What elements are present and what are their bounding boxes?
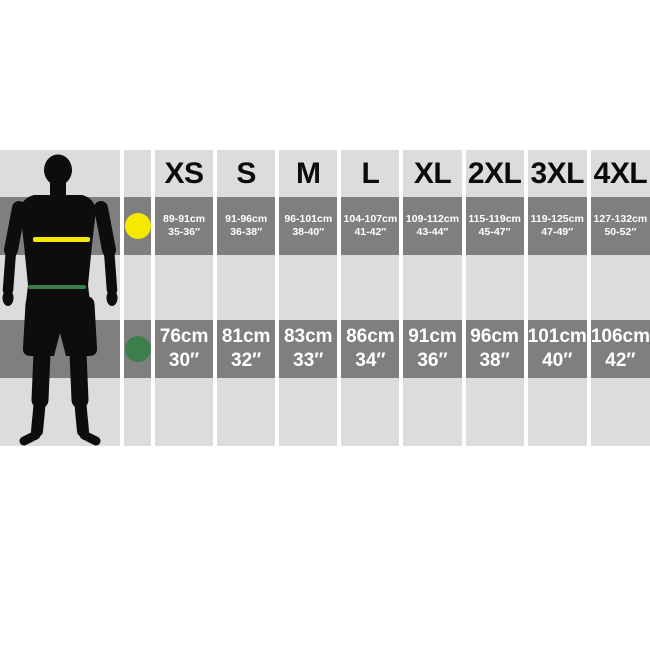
waist-value-cell-5: 96cm 38″ xyxy=(465,320,524,378)
waist-value-cell-3: 86cm 34″ xyxy=(341,320,400,378)
spacer-cell-5 xyxy=(465,255,524,320)
bottom-cell-3 xyxy=(341,378,400,446)
size-chart-table: XS 89-91cm 35-36″ 76cm 30″ S 91-96cm 36-38″ 81cm… xyxy=(0,150,650,446)
waist-measure-line xyxy=(28,285,86,289)
marker-column-bottom-cell xyxy=(124,378,151,446)
chest-cm-value: 127-132cm xyxy=(593,212,648,225)
waist-inch-value: 34″ xyxy=(355,350,386,371)
row-band-bottom xyxy=(0,378,120,446)
bottom-cell-1 xyxy=(217,378,276,446)
chest-value-cell-4: 109-112cm 43-44″ xyxy=(403,197,462,255)
spacer-cell-3 xyxy=(341,255,400,320)
bottom-cell-2 xyxy=(279,378,338,446)
chest-value-cell-2: 96-101cm 38-40″ xyxy=(279,197,338,255)
waist-cm-value: 106cm xyxy=(590,326,650,347)
waist-marker-cell xyxy=(124,320,151,378)
chest-cm-value: 96-101cm xyxy=(284,212,333,225)
size-header-cell-3: L xyxy=(341,150,400,197)
size-header-cell-0: XS xyxy=(155,150,214,197)
waist-cm-value: 91cm xyxy=(408,326,457,347)
figure-column xyxy=(0,150,120,446)
waist-cm-value: 96cm xyxy=(470,326,519,347)
chest-inch-value: 50-52″ xyxy=(604,226,637,238)
waist-value-cell-0: 76cm 30″ xyxy=(155,320,214,378)
bottom-cell-6 xyxy=(527,378,587,446)
chest-value-cell-7: 127-132cm 50-52″ xyxy=(590,197,650,255)
chest-cm-value: 89-91cm xyxy=(163,212,206,225)
size-column-label: 2XL xyxy=(467,156,522,190)
size-column-label: 3XL xyxy=(530,156,584,190)
chest-value-cell-5: 115-119cm 45-47″ xyxy=(465,197,524,255)
chest-inch-value: 35-36″ xyxy=(168,226,200,238)
size-column-label: S xyxy=(236,156,256,190)
bottom-cell-5 xyxy=(465,378,524,446)
chest-cm-value: 104-107cm xyxy=(343,212,398,225)
size-header-cell-7: 4XL xyxy=(590,150,650,197)
bottom-cell-0 xyxy=(155,378,214,446)
spacer-cell-2 xyxy=(279,255,338,320)
waist-cm-value: 81cm xyxy=(221,326,271,347)
chest-value-cell-0: 89-91cm 35-36″ xyxy=(155,197,214,255)
waist-marker-dot-icon xyxy=(124,336,151,362)
chest-cm-value: 91-96cm xyxy=(225,212,268,225)
chest-inch-value: 36-38″ xyxy=(230,226,263,238)
chest-measure-line xyxy=(33,237,90,242)
waist-cm-value: 76cm xyxy=(159,326,209,347)
waist-inch-value: 38″ xyxy=(479,350,510,371)
chest-marker-dot-icon xyxy=(124,213,151,239)
chest-inch-value: 47-49″ xyxy=(541,226,574,238)
chest-inch-value: 38-40″ xyxy=(292,226,325,238)
chest-marker-cell xyxy=(124,197,151,255)
male-silhouette-figure xyxy=(2,154,118,446)
waist-value-cell-6: 101cm 40″ xyxy=(527,320,587,378)
size-header-cell-5: 2XL xyxy=(465,150,524,197)
size-header-cell-6: 3XL xyxy=(527,150,587,197)
waist-value-cell-2: 83cm 33″ xyxy=(279,320,338,378)
size-header-cell-4: XL xyxy=(403,150,462,197)
waist-inch-value: 42″ xyxy=(605,350,636,371)
size-column-label: M xyxy=(296,156,321,190)
waist-inch-value: 36″ xyxy=(417,350,448,371)
waist-cm-value: 101cm xyxy=(527,326,587,347)
waist-inch-value: 33″ xyxy=(293,350,324,371)
size-column-label: 4XL xyxy=(593,156,648,190)
bottom-cell-7 xyxy=(590,378,650,446)
spacer-cell-6 xyxy=(527,255,587,320)
bottom-cell-4 xyxy=(403,378,462,446)
waist-inch-value: 32″ xyxy=(231,350,262,371)
size-column-label: XS xyxy=(164,156,205,190)
waist-cm-value: 83cm xyxy=(283,326,333,347)
chest-value-cell-3: 104-107cm 41-42″ xyxy=(341,197,400,255)
waist-cm-value: 86cm xyxy=(346,326,395,347)
waist-inch-value: 40″ xyxy=(542,350,573,371)
waist-inch-value: 30″ xyxy=(168,350,200,371)
chest-inch-value: 41-42″ xyxy=(354,226,387,238)
chest-cm-value: 119-125cm xyxy=(530,212,584,225)
waist-value-cell-7: 106cm 42″ xyxy=(590,320,650,378)
size-header-cell-1: S xyxy=(217,150,276,197)
chest-inch-value: 45-47″ xyxy=(478,226,511,238)
size-header-cell-2: M xyxy=(279,150,338,197)
chest-value-cell-1: 91-96cm 36-38″ xyxy=(217,197,276,255)
chest-cm-value: 115-119cm xyxy=(468,212,521,225)
chest-inch-value: 43-44″ xyxy=(416,226,449,238)
waist-value-cell-1: 81cm 32″ xyxy=(217,320,276,378)
spacer-cell-4 xyxy=(403,255,462,320)
chest-value-cell-6: 119-125cm 47-49″ xyxy=(527,197,587,255)
waist-value-cell-4: 91cm 36″ xyxy=(403,320,462,378)
marker-column-spacer-cell xyxy=(124,255,151,320)
chest-cm-value: 109-112cm xyxy=(405,212,460,225)
spacer-cell-7 xyxy=(590,255,650,320)
spacer-cell-1 xyxy=(217,255,276,320)
size-column-label: XL xyxy=(413,156,452,190)
spacer-cell-0 xyxy=(155,255,214,320)
size-column-label: L xyxy=(361,156,380,190)
marker-column-header-cell xyxy=(124,150,151,197)
